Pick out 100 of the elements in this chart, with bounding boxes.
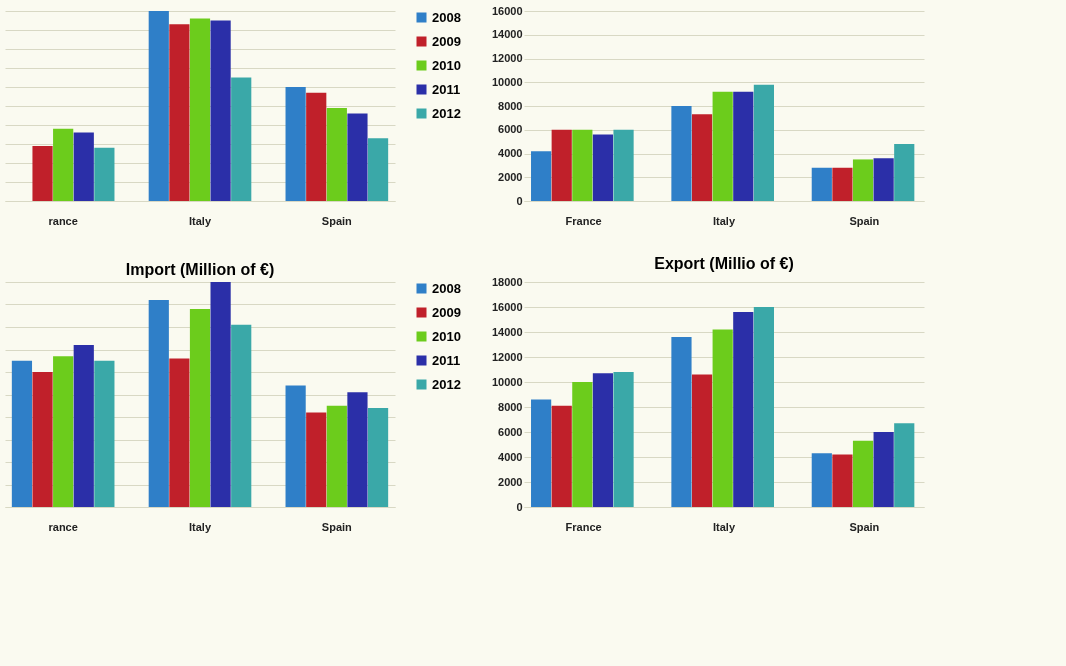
bar <box>691 114 713 201</box>
bar <box>852 159 874 201</box>
bar <box>811 167 832 201</box>
chart-title: Import (Million of €) <box>125 261 275 278</box>
y-tick-label: 0 <box>516 194 523 207</box>
y-tick-label: 4000 <box>498 147 523 159</box>
y-tick-label: 14000 <box>491 325 523 338</box>
x-tick-label: Spain <box>849 214 880 227</box>
x-tick-label: Italy <box>712 520 736 533</box>
bar <box>94 147 115 201</box>
bar <box>671 337 692 507</box>
bar <box>210 20 231 201</box>
bar <box>73 132 94 201</box>
bar <box>613 372 634 507</box>
bar <box>873 158 894 201</box>
bar <box>551 129 572 201</box>
y-tick-label: 4000 <box>498 450 523 463</box>
bar <box>148 300 169 507</box>
bar <box>169 24 190 201</box>
legend-label: 2011 <box>432 352 461 368</box>
x-tick-label: rance <box>48 520 78 533</box>
bar <box>73 345 94 507</box>
bar <box>712 91 733 201</box>
chart-title: Export (Millio of €) <box>654 255 794 272</box>
x-tick-label: rance <box>48 214 78 227</box>
bar <box>169 358 190 507</box>
bar <box>551 405 572 507</box>
bar <box>572 129 593 201</box>
y-tick-label: 2000 <box>498 475 523 488</box>
x-tick-label: Italy <box>188 520 212 533</box>
bar <box>712 329 733 507</box>
bar <box>53 356 74 507</box>
x-tick-label: France <box>565 520 602 533</box>
x-tick-label: Italy <box>188 214 212 227</box>
bar <box>367 408 389 507</box>
bar <box>531 151 552 201</box>
bar <box>894 423 915 507</box>
legend-label: 2008 <box>432 9 461 25</box>
bar <box>691 374 713 507</box>
bar <box>733 312 754 507</box>
bar <box>852 440 874 507</box>
bar <box>326 405 347 507</box>
legend-label: 2009 <box>432 33 461 49</box>
bar <box>592 373 614 507</box>
x-tick-label: Spain <box>321 214 353 227</box>
y-tick-label: 16000 <box>491 4 523 17</box>
y-tick-label: 2000 <box>498 170 523 183</box>
bar <box>189 18 211 201</box>
bar <box>873 432 894 507</box>
bar <box>811 453 832 507</box>
y-tick-label: 12000 <box>491 52 523 64</box>
legend-label: 2011 <box>432 81 461 97</box>
y-tick-label: 8000 <box>498 400 523 413</box>
y-tick-label: 6000 <box>498 123 523 136</box>
y-tick-label: 10000 <box>491 375 523 388</box>
bar <box>592 134 614 201</box>
bar <box>189 309 211 507</box>
bar <box>832 167 853 201</box>
x-tick-label: Spain <box>849 520 880 533</box>
legend-label: 2009 <box>432 304 461 320</box>
y-tick-label: 10000 <box>491 75 523 88</box>
y-tick-label: 18000 <box>491 275 523 288</box>
legend-label: 2012 <box>432 105 461 121</box>
bar <box>753 84 774 201</box>
y-tick-label: 0 <box>516 500 523 513</box>
bar <box>306 412 327 507</box>
bar <box>231 77 252 201</box>
bar <box>347 392 368 507</box>
bar <box>306 92 327 201</box>
bar <box>231 324 252 507</box>
bar <box>347 113 368 201</box>
y-tick-label: 8000 <box>498 99 523 112</box>
bar <box>613 129 634 201</box>
y-tick-label: 14000 <box>491 28 523 41</box>
legend-label: 2010 <box>432 57 461 73</box>
legend-label: 2010 <box>432 328 461 344</box>
bar <box>367 138 389 201</box>
y-tick-label: 16000 <box>491 300 523 313</box>
bar <box>894 144 915 201</box>
y-tick-label: 12000 <box>491 350 523 363</box>
bar <box>671 106 692 201</box>
bar <box>832 454 853 507</box>
x-tick-label: Spain <box>321 520 353 533</box>
bar <box>148 11 169 201</box>
y-tick-label: 6000 <box>498 425 523 438</box>
bar <box>733 91 754 201</box>
bar <box>94 360 115 507</box>
bar <box>326 107 347 201</box>
bar <box>11 360 33 507</box>
bar <box>285 385 306 507</box>
bar <box>32 145 53 201</box>
legend-label: 2008 <box>432 280 461 296</box>
bar <box>531 399 552 507</box>
legend-label: 2012 <box>432 376 461 392</box>
bar <box>53 128 74 201</box>
x-tick-label: Italy <box>712 214 736 227</box>
bar <box>32 372 53 507</box>
bar <box>572 382 593 507</box>
x-tick-label: France <box>565 214 602 227</box>
bar <box>210 282 231 507</box>
